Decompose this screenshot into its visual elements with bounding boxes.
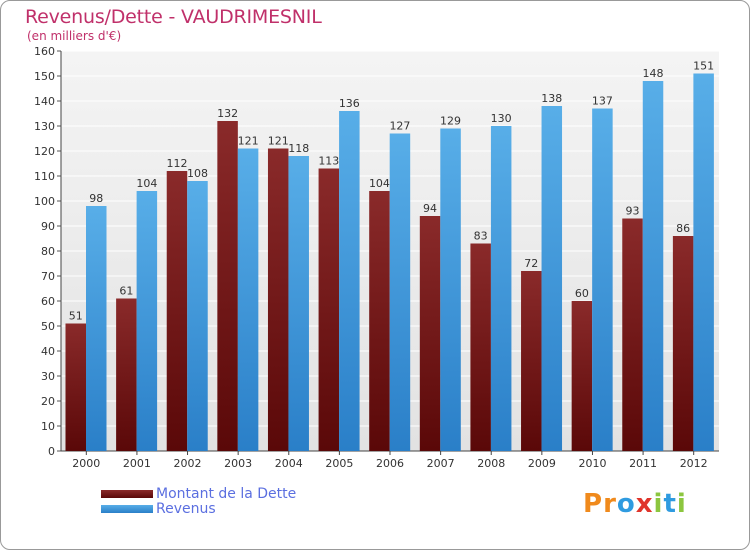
bar-debt-2006 xyxy=(369,191,390,451)
bar-debt-2002 xyxy=(166,171,188,451)
bar-revenue-2012 xyxy=(693,73,714,451)
bar-debt-2004 xyxy=(267,148,289,451)
y-tick-label: 10 xyxy=(41,420,55,433)
data-label-debt-2000: 51 xyxy=(69,310,83,323)
x-tick-label: 2002 xyxy=(174,457,202,470)
bar-revenue-2007 xyxy=(440,128,461,451)
x-tick-label: 2011 xyxy=(629,457,657,470)
data-label-debt-2001: 61 xyxy=(119,285,133,298)
bar-revenue-2004 xyxy=(288,156,309,451)
x-tick-label: 2001 xyxy=(123,457,151,470)
bar-revenue-2009 xyxy=(541,106,563,451)
logo-letter: i xyxy=(653,489,664,519)
y-tick-label: 40 xyxy=(41,345,55,358)
data-label-revenue-2006: 127 xyxy=(389,120,410,133)
bar-revenue-2000 xyxy=(86,206,107,451)
bar-revenue-2005 xyxy=(339,111,360,451)
data-label-revenue-2005: 136 xyxy=(339,97,360,110)
data-label-revenue-2008: 130 xyxy=(491,112,512,125)
bar-debt-2003 xyxy=(217,121,238,451)
data-label-revenue-2003: 121 xyxy=(238,135,259,148)
proxiti-logo: Proxiti xyxy=(583,489,687,519)
logo-letter: o xyxy=(616,489,636,519)
bar-revenue-2003 xyxy=(237,148,259,451)
data-label-revenue-2001: 104 xyxy=(136,177,157,190)
data-label-revenue-2002: 108 xyxy=(187,167,208,180)
data-label-revenue-2012: 151 xyxy=(693,60,714,73)
bar-debt-2005 xyxy=(318,168,340,451)
bar-debt-2000 xyxy=(65,323,86,451)
data-label-revenue-2000: 98 xyxy=(89,192,103,205)
bar-revenue-2011 xyxy=(642,81,664,451)
chart-subtitle: (en milliers d'€) xyxy=(27,29,122,43)
bar-debt-2012 xyxy=(672,236,694,451)
y-tick-label: 20 xyxy=(41,395,55,408)
x-tick-label: 2007 xyxy=(427,457,455,470)
data-label-debt-2003: 132 xyxy=(217,107,238,120)
data-label-debt-2002: 112 xyxy=(166,157,187,170)
y-tick-label: 110 xyxy=(34,170,55,183)
chart-title: Revenus/Dette - VAUDRIMESNIL xyxy=(25,6,322,28)
y-tick-label: 160 xyxy=(34,45,55,58)
legend-label-debt: Montant de la Dette xyxy=(156,486,297,502)
x-tick-label: 2012 xyxy=(680,457,708,470)
x-tick-label: 2006 xyxy=(376,457,404,470)
data-label-debt-2006: 104 xyxy=(369,177,390,190)
bar-revenue-2001 xyxy=(136,191,158,451)
data-label-revenue-2010: 137 xyxy=(592,95,613,108)
data-label-revenue-2011: 148 xyxy=(643,67,664,80)
x-tick-label: 2005 xyxy=(325,457,353,470)
data-label-debt-2004: 121 xyxy=(268,135,289,148)
x-tick-label: 2004 xyxy=(275,457,303,470)
bar-revenue-2002 xyxy=(187,181,208,451)
bar-debt-2007 xyxy=(419,216,441,451)
bar-debt-2010 xyxy=(571,301,593,451)
logo-letter: i xyxy=(676,489,687,519)
data-label-debt-2011: 93 xyxy=(626,205,640,218)
data-label-debt-2008: 83 xyxy=(474,230,488,243)
data-label-debt-2007: 94 xyxy=(423,202,437,215)
bar-debt-2011 xyxy=(622,218,643,451)
x-tick-label: 2003 xyxy=(224,457,252,470)
logo-letter: r xyxy=(603,489,617,519)
legend-swatch-debt xyxy=(101,490,153,498)
data-label-debt-2012: 86 xyxy=(676,222,690,235)
bar-revenue-2010 xyxy=(592,108,613,451)
legend-swatch-revenue xyxy=(101,505,153,513)
bar-revenue-2006 xyxy=(389,133,411,451)
data-label-debt-2009: 72 xyxy=(524,257,538,270)
y-tick-label: 30 xyxy=(41,370,55,383)
data-label-revenue-2007: 129 xyxy=(440,115,461,128)
y-tick-label: 50 xyxy=(41,320,55,333)
y-tick-label: 120 xyxy=(34,145,55,158)
y-tick-label: 70 xyxy=(41,270,55,283)
bar-debt-2008 xyxy=(470,243,491,451)
logo-letter: x xyxy=(635,489,654,519)
y-tick-label: 130 xyxy=(34,120,55,133)
bar-debt-2009 xyxy=(521,271,542,451)
data-label-revenue-2009: 138 xyxy=(541,92,562,105)
y-tick-label: 150 xyxy=(34,70,55,83)
x-tick-label: 2010 xyxy=(578,457,606,470)
y-tick-label: 80 xyxy=(41,245,55,258)
bar-debt-2001 xyxy=(116,298,137,451)
y-tick-label: 0 xyxy=(48,445,55,458)
logo-letter: P xyxy=(583,489,604,519)
legend-label-revenue: Revenus xyxy=(156,501,216,517)
data-label-debt-2010: 60 xyxy=(575,287,589,300)
y-tick-label: 100 xyxy=(34,195,55,208)
y-tick-label: 60 xyxy=(41,295,55,308)
data-label-revenue-2004: 118 xyxy=(288,142,309,155)
x-tick-label: 2008 xyxy=(477,457,505,470)
y-tick-label: 90 xyxy=(41,220,55,233)
y-tick-label: 140 xyxy=(34,95,55,108)
data-label-debt-2005: 113 xyxy=(318,155,339,168)
x-tick-label: 2009 xyxy=(528,457,556,470)
bar-revenue-2008 xyxy=(490,126,512,451)
x-tick-label: 2000 xyxy=(72,457,100,470)
logo-letter: t xyxy=(663,489,677,519)
